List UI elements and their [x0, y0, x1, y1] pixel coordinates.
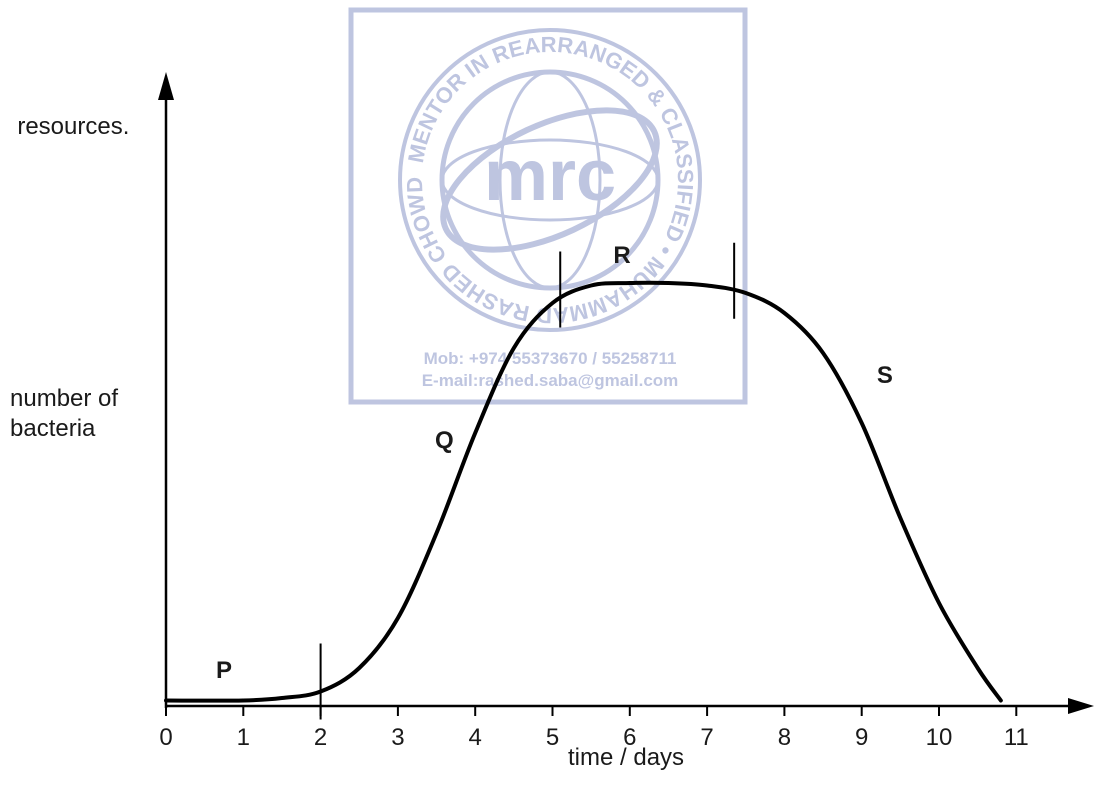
- x-axis-ticks: 0 1 2 3 4 5 6 7 8 9 10 11: [159, 706, 1029, 751]
- x-tick-label: 9: [855, 724, 868, 751]
- question-line-resources: resources.: [17, 113, 130, 140]
- phase-label-s: S: [877, 362, 893, 389]
- watermark-meridian: [498, 70, 602, 290]
- x-tick-label: 1: [237, 724, 250, 751]
- bacteria-growth-curve: [164, 280, 1003, 703]
- phase-labels: P Q R S: [216, 242, 893, 684]
- phase-boundaries: [319, 242, 736, 720]
- x-tick-label: 11: [1004, 724, 1029, 751]
- question-text: resources.: [4, 0, 129, 142]
- x-tick-label: 8: [778, 724, 791, 751]
- watermark-orbit: [440, 107, 660, 253]
- x-tick-label: 10: [926, 724, 953, 751]
- watermark-logo-text: mrc: [484, 136, 616, 216]
- y-axis-label-line1: number of: [10, 385, 119, 412]
- x-axis-label: time / days: [568, 744, 685, 771]
- x-tick-label: 5: [546, 724, 559, 751]
- phase-label-q: Q: [435, 427, 454, 454]
- watermark-email: E-mail:rashed.saba@gmail.com: [422, 371, 679, 390]
- y-axis-label-line2: bacteria: [10, 415, 96, 442]
- x-axis-arrow-icon: [1068, 698, 1094, 714]
- watermark-frame: [348, 7, 748, 405]
- x-tick-label: 2: [314, 724, 327, 751]
- y-axis-label: number of bacteria: [10, 384, 118, 444]
- x-tick-label: 6: [623, 724, 636, 751]
- y-axis-arrow-icon: [158, 72, 174, 100]
- x-tick-label: 4: [469, 724, 482, 751]
- phase-label-p: P: [216, 657, 232, 684]
- watermark-mobile: Mob: +974 55373670 / 55258711: [424, 349, 677, 368]
- mrc-watermark: MENTOR IN REARRANGED & CLASSIFIED • MUHA…: [0, 0, 748, 405]
- x-tick-label: 3: [391, 724, 404, 751]
- watermark-parallel: [440, 138, 660, 222]
- phase-label-r: R: [613, 242, 630, 269]
- x-tick-label: 0: [159, 724, 172, 751]
- x-tick-label: 7: [700, 724, 713, 751]
- watermark-outer-circle: [398, 28, 702, 332]
